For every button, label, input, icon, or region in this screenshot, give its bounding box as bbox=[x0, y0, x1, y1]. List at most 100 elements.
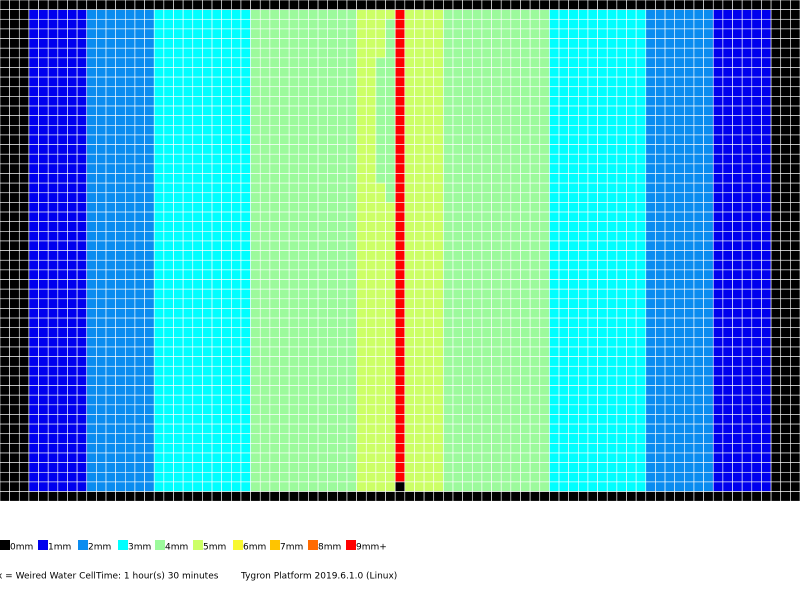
cell bbox=[18, 67, 30, 78]
cell bbox=[558, 86, 569, 97]
cell bbox=[491, 9, 502, 20]
cell bbox=[250, 153, 261, 165]
cell bbox=[568, 47, 579, 59]
cell bbox=[67, 375, 78, 386]
cell bbox=[259, 192, 271, 203]
cell bbox=[452, 375, 463, 386]
cell bbox=[231, 96, 242, 107]
cell bbox=[471, 337, 483, 348]
cell bbox=[549, 18, 560, 30]
cell bbox=[655, 96, 666, 107]
cell bbox=[163, 317, 174, 329]
cell bbox=[38, 202, 49, 213]
cell bbox=[404, 57, 415, 68]
cell bbox=[153, 163, 165, 174]
cell bbox=[38, 308, 49, 319]
cell bbox=[433, 115, 444, 126]
cell bbox=[0, 337, 10, 348]
cell bbox=[741, 385, 753, 396]
cell bbox=[125, 443, 136, 454]
cell bbox=[38, 259, 49, 271]
cell bbox=[337, 279, 348, 290]
cell bbox=[240, 337, 251, 348]
cell bbox=[462, 211, 473, 222]
cell bbox=[38, 365, 49, 377]
cell bbox=[144, 38, 155, 49]
cell bbox=[202, 86, 213, 97]
cell bbox=[674, 125, 685, 136]
cell bbox=[221, 394, 232, 406]
cell bbox=[626, 18, 637, 30]
cell bbox=[635, 269, 647, 280]
cell bbox=[664, 317, 675, 329]
cell bbox=[153, 471, 165, 483]
cell bbox=[587, 259, 598, 271]
cell bbox=[732, 18, 743, 30]
cell bbox=[510, 76, 521, 88]
cell bbox=[105, 96, 116, 107]
cell bbox=[578, 452, 589, 463]
cell bbox=[327, 375, 338, 386]
cell bbox=[182, 221, 194, 232]
cell bbox=[433, 356, 444, 367]
cell bbox=[635, 173, 647, 184]
cell bbox=[394, 28, 406, 39]
cell bbox=[221, 269, 232, 280]
cell bbox=[520, 394, 531, 406]
cell bbox=[751, 47, 762, 59]
cell bbox=[780, 134, 791, 145]
cell bbox=[703, 443, 714, 454]
cell bbox=[635, 346, 647, 357]
cell bbox=[674, 76, 685, 88]
cell bbox=[414, 452, 425, 463]
cell bbox=[703, 404, 714, 415]
cell bbox=[616, 414, 627, 425]
cell bbox=[481, 433, 492, 444]
cell bbox=[626, 0, 637, 10]
cell bbox=[231, 0, 242, 10]
cell bbox=[394, 86, 406, 97]
cell bbox=[317, 38, 329, 49]
cell bbox=[96, 9, 107, 20]
cell bbox=[202, 337, 213, 348]
cell bbox=[414, 28, 425, 39]
cell bbox=[558, 192, 569, 203]
cell bbox=[269, 192, 280, 203]
cell bbox=[741, 298, 753, 309]
cell bbox=[500, 337, 512, 348]
cell bbox=[375, 221, 386, 232]
cell bbox=[356, 404, 367, 415]
cell bbox=[86, 308, 97, 319]
cell bbox=[211, 115, 222, 126]
cell bbox=[317, 144, 329, 155]
cell bbox=[616, 404, 627, 415]
cell bbox=[674, 153, 685, 165]
cell bbox=[115, 375, 126, 386]
cell bbox=[500, 47, 512, 59]
cell bbox=[655, 115, 666, 126]
cell bbox=[192, 202, 203, 213]
cell bbox=[520, 28, 531, 39]
cell bbox=[664, 385, 675, 396]
cell bbox=[645, 288, 656, 300]
cell bbox=[491, 317, 502, 329]
cell bbox=[86, 9, 97, 20]
cell bbox=[385, 125, 396, 136]
cell bbox=[616, 385, 627, 396]
cell bbox=[462, 481, 473, 492]
cell bbox=[741, 462, 753, 473]
cell bbox=[240, 385, 251, 396]
cell bbox=[337, 433, 348, 444]
cell bbox=[722, 47, 733, 59]
cell bbox=[375, 86, 386, 97]
cell bbox=[28, 327, 39, 338]
cell bbox=[674, 115, 685, 126]
cell bbox=[500, 365, 512, 377]
cell bbox=[664, 443, 675, 454]
cell bbox=[288, 346, 300, 357]
cell bbox=[732, 250, 743, 261]
cell bbox=[57, 231, 68, 242]
cell bbox=[76, 356, 88, 367]
cell bbox=[317, 153, 329, 165]
cell bbox=[549, 0, 560, 10]
